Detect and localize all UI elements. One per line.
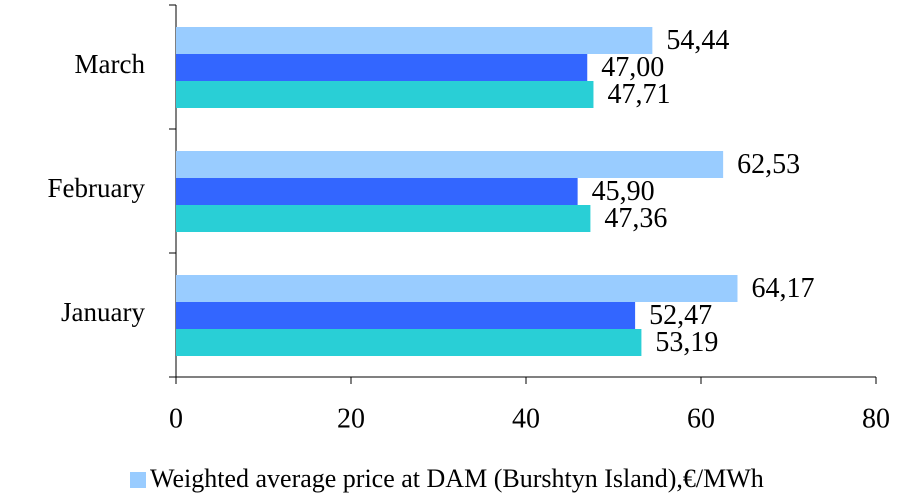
bar (176, 178, 578, 205)
legend-swatch (130, 472, 146, 488)
value-label: 64,17 (751, 273, 814, 304)
bar (176, 205, 591, 232)
value-label: 53,19 (655, 327, 718, 358)
value-label: 47,00 (601, 52, 664, 83)
x-tick-label: 20 (337, 403, 365, 434)
y-tick-label: January (61, 297, 145, 327)
bar (176, 81, 594, 108)
x-tick-label: 40 (512, 403, 540, 434)
value-label: 45,90 (592, 176, 655, 207)
value-label: 54,44 (666, 25, 729, 56)
bar (176, 275, 738, 302)
x-tick-label: 0 (169, 403, 183, 434)
bar (176, 302, 636, 329)
bar (176, 329, 642, 356)
value-label: 47,71 (607, 79, 670, 110)
value-label: 62,53 (737, 149, 800, 180)
bar (176, 27, 653, 54)
y-tick-label: March (75, 49, 146, 79)
y-tick-label: February (48, 173, 146, 203)
value-label: 52,47 (649, 300, 712, 331)
legend-label: Weighted average price at DAM (Burshtyn … (150, 464, 764, 493)
value-label: 47,36 (604, 203, 667, 234)
x-tick-label: 80 (862, 403, 890, 434)
x-tick-label: 60 (687, 403, 715, 434)
bar (176, 54, 588, 81)
bar (176, 151, 724, 178)
